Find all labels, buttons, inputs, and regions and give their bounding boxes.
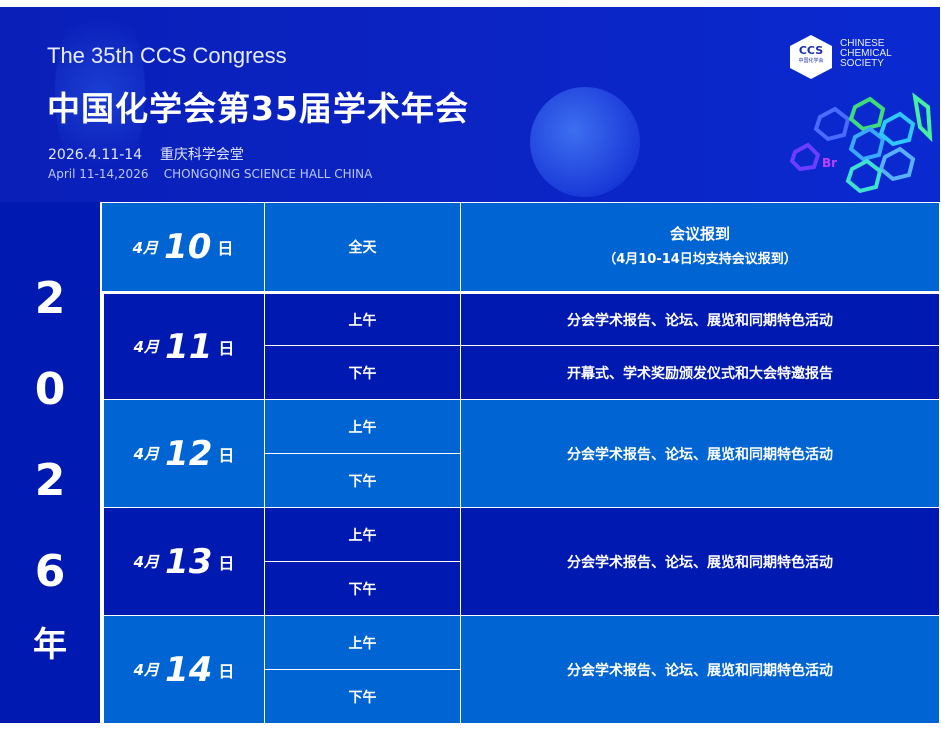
year-digit: 6 bbox=[34, 545, 66, 597]
date-cell-apr-11: 4月 11 日 bbox=[104, 294, 264, 399]
date-en: April 11-14,2026 bbox=[48, 167, 149, 181]
molecule-illustration: Br bbox=[789, 92, 933, 194]
date-cell-apr-13: 4月 13 日 bbox=[104, 508, 264, 615]
year-digit: 2 bbox=[34, 454, 66, 506]
date-venue-en: April 11-14,2026 CHONGQING SCIENCE HALL … bbox=[48, 167, 372, 181]
year-char: 年 bbox=[33, 624, 67, 665]
svg-text:Br: Br bbox=[822, 156, 837, 170]
venue-en: CHONGQING SCIENCE HALL CHINA bbox=[163, 167, 373, 181]
year-digit: 2 bbox=[34, 272, 66, 324]
ccs-logo: CCS 中国化学会 bbox=[790, 35, 832, 79]
content-cell: 开幕式、学术奖励颁发仪式和大会特邀报告 bbox=[461, 346, 939, 399]
chinese-title: 中国化学会第35届学术年会 bbox=[47, 89, 469, 128]
date-cell-apr-14: 4月 14 日 bbox=[104, 616, 264, 723]
period-cell: 下午 bbox=[265, 346, 460, 399]
sphere-decoration bbox=[530, 87, 640, 197]
year-column: 2 0 2 6 年 bbox=[0, 202, 100, 723]
content-cell: 会议报到 （4月10-14日均支持会议报到） bbox=[461, 203, 939, 291]
period-cell: 上午 bbox=[265, 294, 460, 345]
period-cell: 下午 bbox=[265, 454, 460, 507]
date-cell-apr-12: 4月 12 日 bbox=[104, 400, 264, 507]
period-cell: 下午 bbox=[265, 670, 460, 723]
date-cn: 2026.4.11-14 bbox=[48, 147, 143, 163]
logo-text: CHINESE CHEMICAL SOCIETY bbox=[840, 38, 892, 69]
banner: The 35th CCS Congress 中国化学会第35届学术年会 2026… bbox=[0, 7, 940, 202]
period-cell: 上午 bbox=[265, 508, 460, 561]
english-title: The 35th CCS Congress bbox=[47, 43, 287, 68]
glow-decoration bbox=[55, 7, 145, 187]
content-cell: 分会学术报告、论坛、展览和同期特色活动 bbox=[461, 508, 939, 615]
year-digit: 0 bbox=[34, 363, 66, 415]
period-cell: 全天 bbox=[265, 203, 460, 291]
venue-cn: 重庆科学会堂 bbox=[159, 147, 244, 163]
period-cell: 上午 bbox=[265, 400, 460, 453]
content-cell: 分会学术报告、论坛、展览和同期特色活动 bbox=[461, 616, 939, 723]
content-cell: 分会学术报告、论坛、展览和同期特色活动 bbox=[461, 400, 939, 507]
period-cell: 上午 bbox=[265, 616, 460, 669]
period-cell: 下午 bbox=[265, 562, 460, 615]
date-cell-apr-10: 4月 10 日 bbox=[102, 203, 264, 291]
date-venue-cn: 2026.4.11-14 重庆科学会堂 bbox=[48, 144, 244, 164]
content-text: 会议报到 bbox=[669, 225, 730, 243]
content-note: （4月10-14日均支持会议报到） bbox=[603, 252, 797, 267]
content-cell: 分会学术报告、论坛、展览和同期特色活动 bbox=[461, 294, 939, 345]
